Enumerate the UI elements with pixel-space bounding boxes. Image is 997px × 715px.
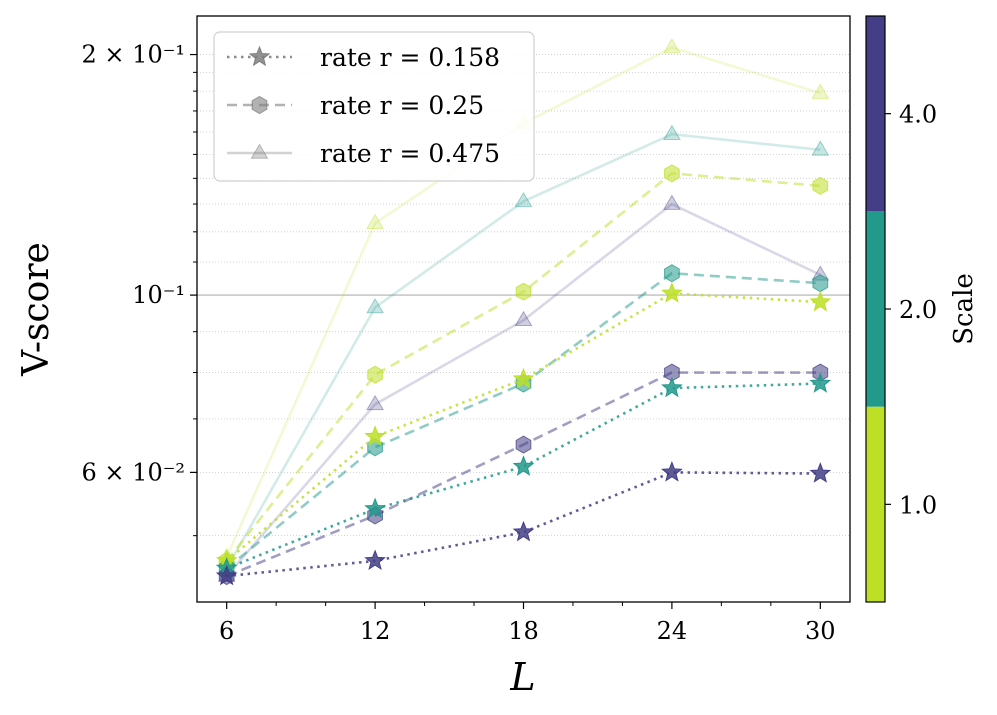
data-point [512,520,535,542]
data-point [811,140,830,156]
legend-marker [251,95,268,115]
data-point [664,164,680,183]
data-point [661,461,683,482]
x-tick-label: 12 [360,617,391,645]
legend-entry: rate r = 0.25 [227,91,484,120]
x-tick-label: 24 [657,617,688,645]
legend-box [213,31,535,182]
legend-marker [250,143,269,159]
data-point [514,310,533,327]
data-point [664,264,680,283]
data-point [364,425,386,446]
colorbar-segment [866,406,885,602]
data-point [512,367,535,389]
colorbar-tick-label: 1.0 [899,491,937,519]
series-line [226,382,821,570]
legend-label: rate r = 0.475 [320,139,500,168]
x-tick-label: 30 [805,617,836,645]
legend-marker [248,45,271,67]
data-point [366,297,385,314]
y-tick-label: 2 × 10⁻¹ [82,41,185,69]
colorbar-tick-label: 2.0 [899,296,937,324]
y-tick-label: 10⁻¹ [132,281,185,309]
legend: rate r = 0.158 rate r = 0.25 rate r = 0.47… [213,31,535,182]
data-point [809,372,832,393]
data-point [364,497,386,519]
series-rate-0.25-scale-1.0 [218,164,829,570]
data-point [364,549,386,571]
data-point [662,194,681,210]
data-point [812,176,829,195]
data-point [661,281,683,303]
x-tick-label: 18 [508,617,539,645]
data-point [809,290,832,312]
data-point [512,455,535,476]
series-rate-0.158-scale-4.0 [215,461,832,586]
y-axis: 6 × 10⁻² 10⁻¹ 2 × 10⁻¹ [82,41,197,537]
data-point [662,124,681,140]
data-point [812,274,829,293]
x-axis: 6 12 18 24 30 [219,602,836,645]
data-point [366,213,385,230]
colorbar: 1.0 2.0 4.0 Scale [865,15,979,603]
data-point [215,564,238,586]
colorbar-segment [866,211,885,407]
series-line [225,202,821,577]
colorbar-label: Scale [949,273,979,345]
data-point [515,282,532,301]
x-tick-label: 6 [219,617,234,645]
legend-entry: rate r = 0.475 [227,139,500,168]
series-group [215,38,832,586]
y-axis-label: V-score [16,242,57,377]
colorbar-tick-label: 4.0 [899,101,937,129]
legend-entry: rate r = 0.158 [227,43,500,72]
data-point [514,191,533,208]
x-axis-label: L [509,655,535,699]
series-line [225,132,821,570]
legend-label: rate r = 0.25 [320,91,484,120]
colorbar-segment [866,16,885,212]
legend-label: rate r = 0.158 [320,43,500,72]
data-point [367,365,383,384]
y-tick-label: 6 × 10⁻² [82,458,185,486]
data-point [515,435,532,454]
data-point [662,38,681,54]
series-line [226,471,821,578]
data-point [661,376,683,398]
data-point [366,394,385,411]
data-point [809,462,832,483]
data-point [811,83,830,99]
